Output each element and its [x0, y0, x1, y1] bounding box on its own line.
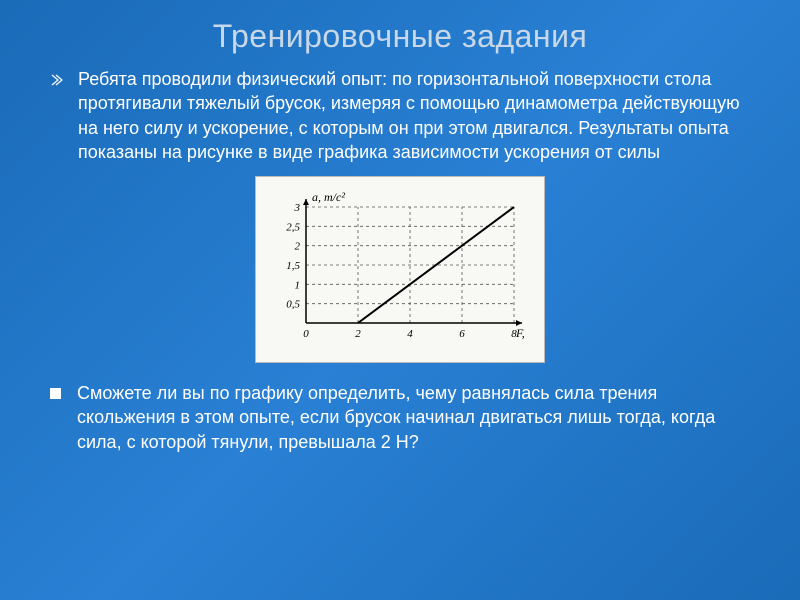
svg-text:4: 4 — [407, 328, 413, 340]
chart-box: 024680,511,522,53a, m/c²F, Н — [255, 176, 545, 363]
svg-text:2: 2 — [295, 241, 301, 253]
svg-text:2: 2 — [355, 328, 361, 340]
svg-text:a, m/c²: a, m/c² — [312, 190, 345, 204]
svg-text:F, Н: F, Н — [515, 326, 526, 340]
svg-text:1,5: 1,5 — [286, 260, 300, 272]
slide-title: Тренировочные задания — [50, 18, 750, 55]
square-bullet-icon — [50, 388, 61, 399]
paragraph-1-text: Ребята проводили физический опыт: по гор… — [78, 67, 750, 164]
chart-container: 024680,511,522,53a, m/c²F, Н — [50, 176, 750, 363]
svg-text:3: 3 — [294, 202, 301, 214]
bullet-1: Ребята проводили физический опыт: по гор… — [50, 67, 750, 164]
svg-text:0,5: 0,5 — [286, 299, 300, 311]
svg-text:6: 6 — [459, 328, 465, 340]
slide: Тренировочные задания Ребята проводили ф… — [0, 0, 800, 600]
paragraph-2-text: Сможете ли вы по графику определить, чем… — [77, 381, 750, 454]
physics-chart: 024680,511,522,53a, m/c²F, Н — [266, 187, 526, 347]
svg-text:0: 0 — [303, 328, 309, 340]
chevron-icon — [50, 73, 64, 87]
svg-text:2,5: 2,5 — [286, 222, 300, 234]
svg-text:1: 1 — [295, 280, 301, 292]
bullet-2: Сможете ли вы по графику определить, чем… — [50, 381, 750, 454]
